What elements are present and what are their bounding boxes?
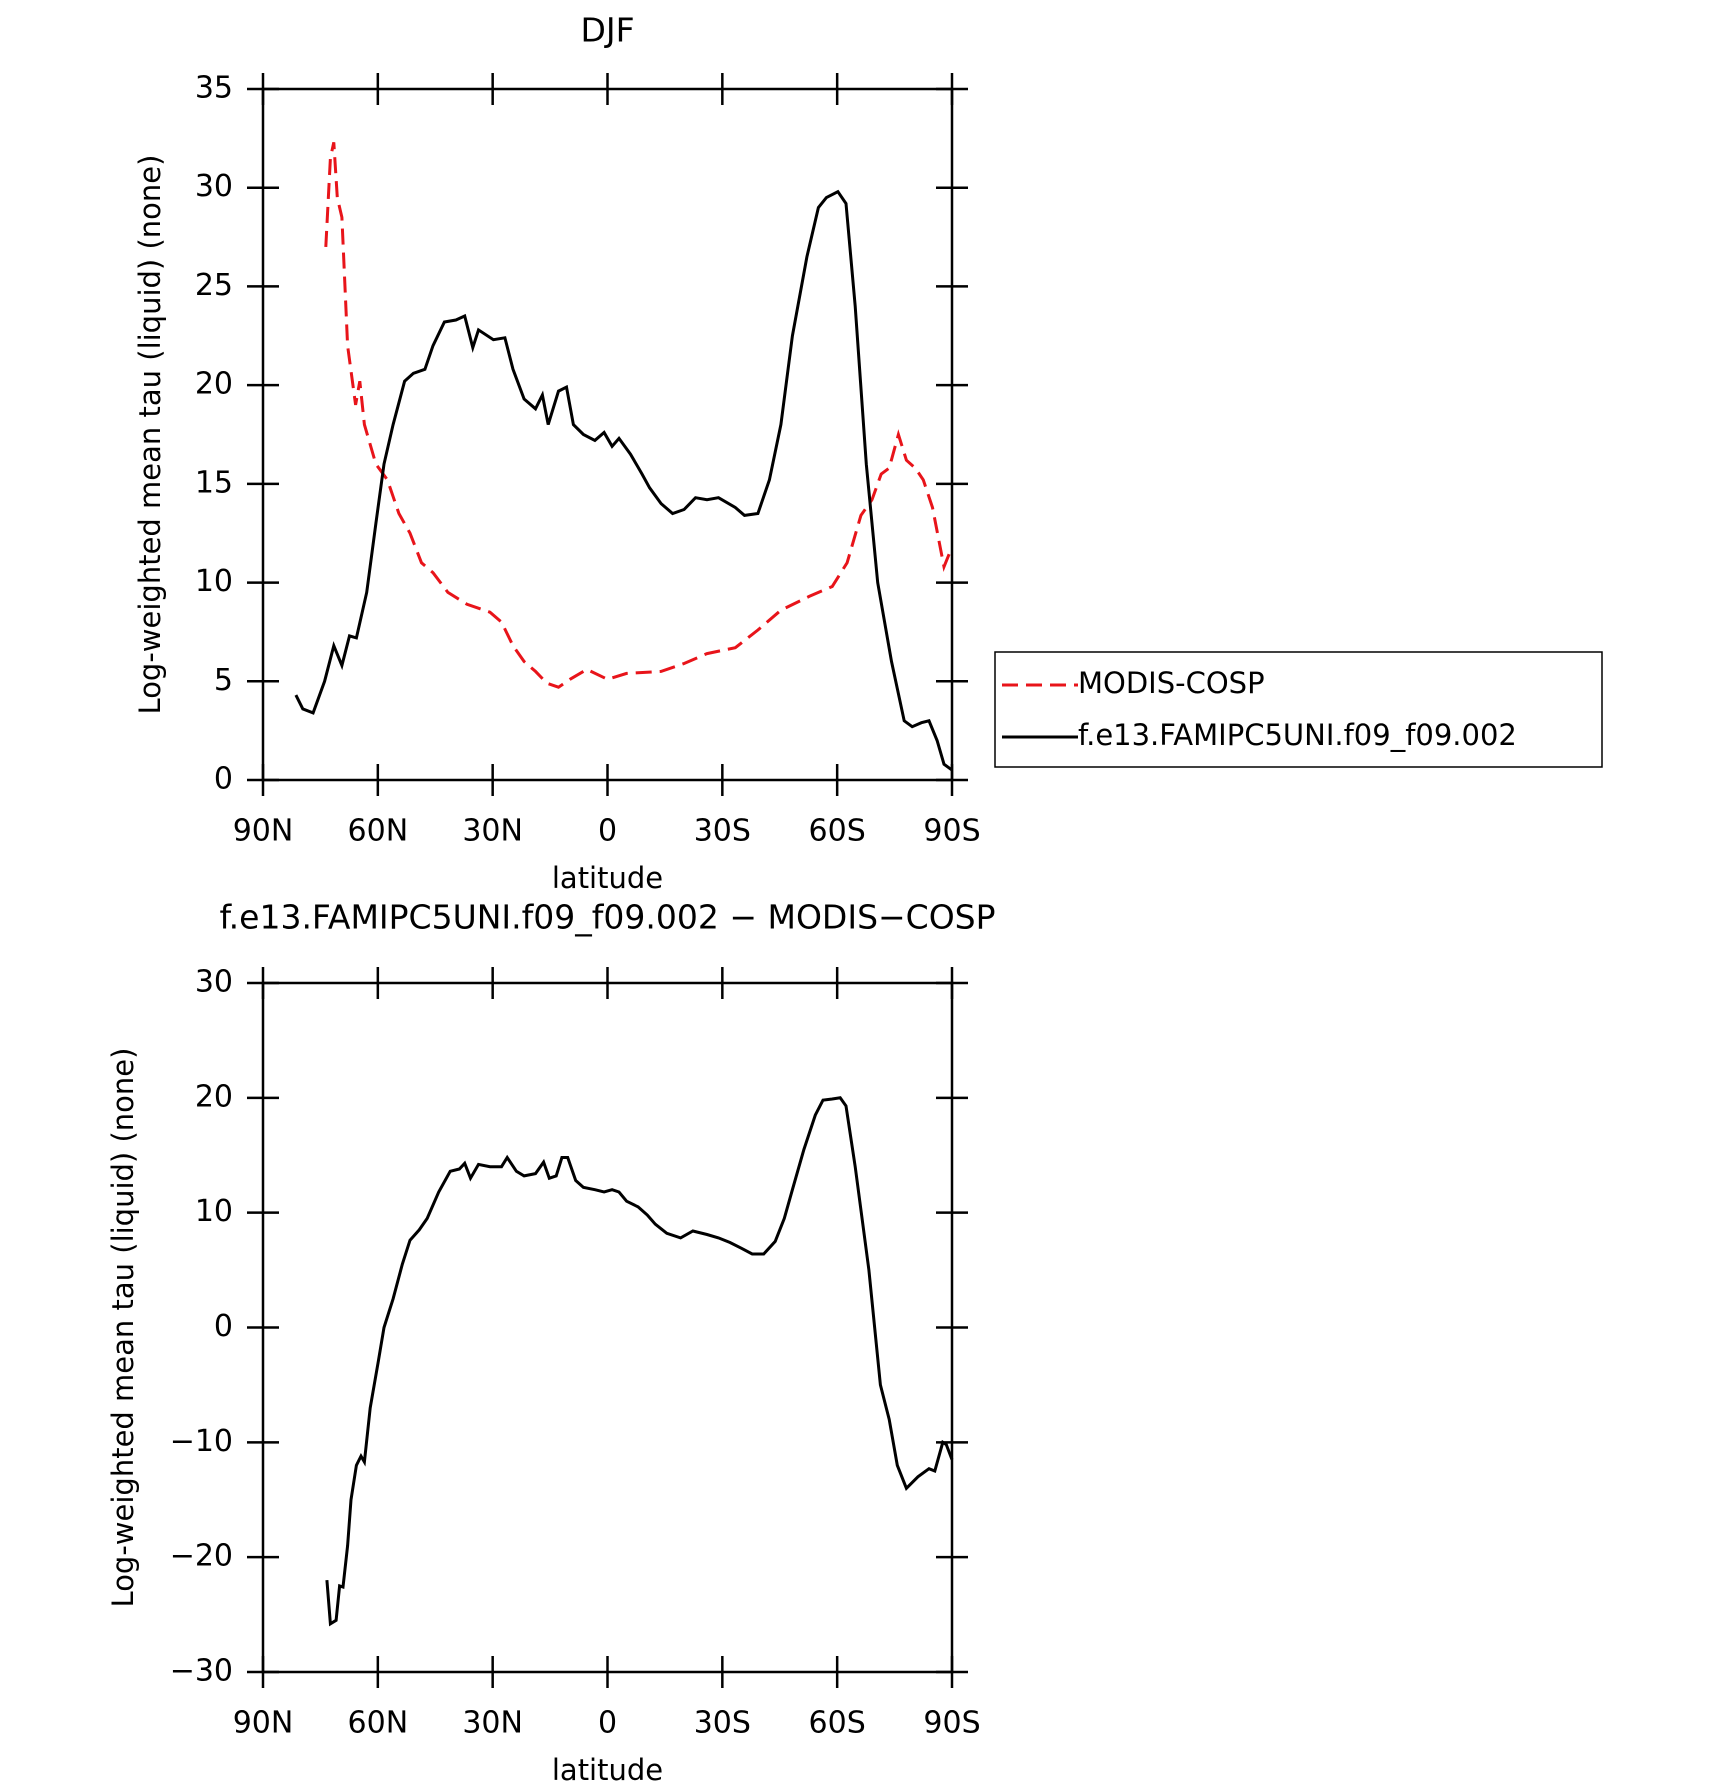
y-tick-label: 30	[195, 965, 233, 1000]
x-tick-label: 90S	[923, 814, 980, 849]
legend-box	[994, 651, 1603, 768]
x-tick-label: 60N	[348, 814, 409, 849]
x-tick-label: 30N	[462, 814, 523, 849]
x-tick-label: 30S	[694, 814, 751, 849]
x-tick-label: 30N	[462, 1706, 523, 1741]
y-tick-label: 25	[195, 268, 233, 303]
x-tick-label: 60S	[809, 1706, 866, 1741]
y-tick-label: 20	[195, 1079, 233, 1114]
x-axis-label: latitude	[552, 861, 663, 895]
y-tick-label: 35	[195, 71, 233, 106]
y-tick-label: −20	[170, 1539, 233, 1574]
legend-label: MODIS-COSP	[1078, 666, 1265, 700]
x-tick-label: 0	[598, 1706, 617, 1741]
y-tick-label: 0	[214, 762, 233, 797]
y-tick-label: 10	[195, 564, 233, 599]
x-tick-label: 60N	[348, 1706, 409, 1741]
y-tick-label: 10	[195, 1194, 233, 1229]
chart-title: DJF	[580, 11, 634, 50]
y-tick-label: 0	[214, 1309, 233, 1344]
x-tick-label: 60S	[809, 814, 866, 849]
y-tick-label: 15	[195, 465, 233, 500]
y-tick-label: 20	[195, 367, 233, 402]
chart-title: f.e13.FAMIPC5UNI.f09_f09.002 − MODIS−COS…	[219, 898, 995, 937]
legend-label: f.e13.FAMIPC5UNI.f09_f09.002	[1078, 718, 1517, 752]
x-tick-label: 30S	[694, 1706, 751, 1741]
x-tick-label: 90N	[233, 1706, 294, 1741]
y-tick-label: 5	[214, 663, 233, 698]
y-tick-label: −30	[170, 1654, 233, 1689]
plot-frame	[261, 87, 954, 782]
y-tick-label: −10	[170, 1424, 233, 1459]
data-line	[324, 141, 954, 689]
x-tick-label: 90S	[923, 1706, 980, 1741]
x-tick-label: 90N	[233, 814, 294, 849]
plot-frame	[261, 981, 954, 1674]
data-line	[325, 1096, 954, 1627]
y-axis-label: Log-weighted mean tau (liquid) (none)	[106, 1048, 140, 1608]
y-axis-label: Log-weighted mean tau (liquid) (none)	[133, 155, 167, 715]
y-tick-label: 30	[195, 169, 233, 204]
x-axis-label: latitude	[552, 1753, 663, 1787]
data-line	[294, 189, 953, 772]
x-tick-label: 0	[598, 814, 617, 849]
